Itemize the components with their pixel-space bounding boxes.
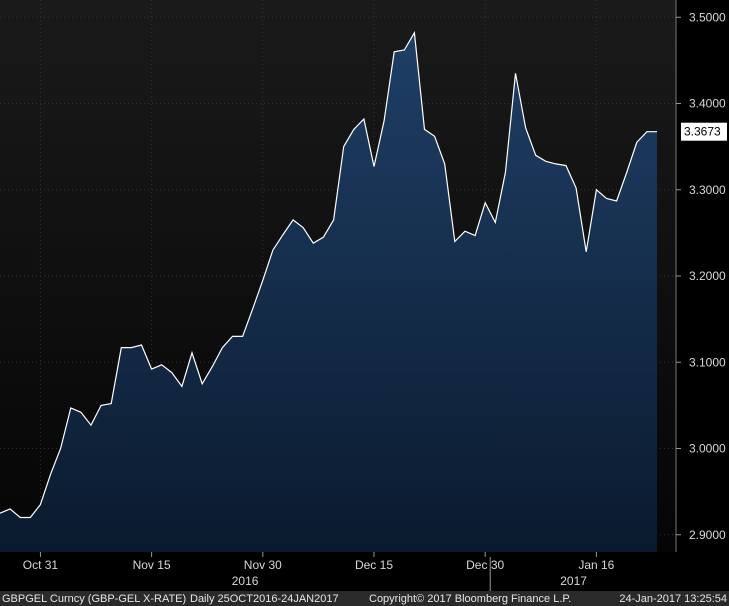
last-value-box — [681, 122, 727, 141]
year-label-2017: 2017 — [560, 574, 587, 588]
x-tick-label: Dec 15 — [355, 558, 393, 572]
series-area — [0, 32, 657, 553]
footer-ticker: GBPGEL Curncy (GBP-GEL X-RATE) — [2, 593, 186, 605]
y-tick-label: 3.5000 — [689, 10, 726, 24]
x-tick-label: Nov 30 — [244, 558, 282, 572]
footer-bar — [0, 591, 729, 606]
y-tick-label: 2.9000 — [689, 528, 726, 542]
y-axis: 3.5000 3.4000 3.3000 3.2000 3.1000 3.0000 2.90… — [676, 10, 726, 542]
footer-timestamp: 24-Jan-2017 13:25:54 — [619, 593, 727, 605]
x-tick-label: Oct 31 — [23, 558, 59, 572]
last-value-marker: 3.3673 — [681, 122, 727, 141]
footer-range: Daily 25OCT2016-24JAN2017 — [190, 593, 339, 605]
y-tick-label: 3.4000 — [689, 97, 726, 111]
y-tick-label: 3.1000 — [689, 355, 726, 369]
x-tick-label: Nov 15 — [133, 558, 171, 572]
x-axis: Oct 31 Nov 15 Nov 30 Dec 15 Dec 30 Jan 16 2016… — [23, 552, 615, 591]
x-axis-background — [0, 552, 729, 591]
series-line — [0, 30, 657, 519]
y-tick-label: 3.0000 — [689, 442, 726, 456]
x-tick-label: Dec 30 — [466, 558, 504, 572]
year-label-2016: 2016 — [232, 574, 259, 588]
last-value-label: 3.3673 — [684, 125, 721, 139]
y-tick-label: 3.3000 — [689, 183, 726, 197]
x-tick-label: Jan 16 — [578, 558, 614, 572]
y-tick-label: 3.2000 — [689, 269, 726, 283]
footer-copyright: Copyright© 2017 Bloomberg Finance L.P. — [369, 593, 571, 605]
